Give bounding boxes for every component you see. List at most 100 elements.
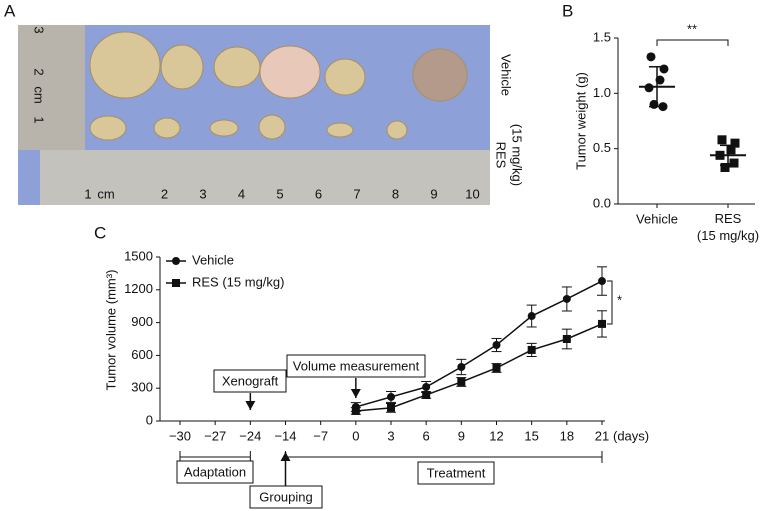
tumor xyxy=(89,115,127,141)
point xyxy=(422,382,431,391)
x-tick-label: −14 xyxy=(274,428,296,443)
dot xyxy=(644,83,654,93)
ruler-number: 2 xyxy=(32,68,47,75)
ruler-number: 3 xyxy=(32,26,47,33)
x-tick-label: Vehicle xyxy=(636,211,678,226)
x-tick-label: −24 xyxy=(239,428,261,443)
ruler xyxy=(40,150,490,205)
dot xyxy=(659,64,669,74)
dot xyxy=(646,52,656,62)
point xyxy=(598,277,606,286)
annotation: Grouping xyxy=(259,489,312,504)
tumor xyxy=(213,46,261,88)
x-tick-label: −27 xyxy=(204,428,226,443)
x-tick-label: 12 xyxy=(489,428,503,443)
ruler-number: 10 xyxy=(465,186,479,201)
point xyxy=(387,392,395,401)
annotation-box xyxy=(213,369,287,393)
annotation: Volume measurement xyxy=(293,358,420,373)
annotation: Xenograft xyxy=(222,373,279,388)
x-unit: (days) xyxy=(613,428,649,443)
point xyxy=(527,345,536,354)
dot xyxy=(729,158,739,168)
series-line xyxy=(355,323,603,412)
ruler-number: 7 xyxy=(353,186,360,201)
y-tick-label: 300 xyxy=(131,380,153,395)
ruler-number: 4 xyxy=(238,186,245,201)
point xyxy=(351,406,360,415)
dot xyxy=(720,162,730,172)
x-tick-label: 21 xyxy=(595,428,609,443)
y-tick-label: 1.5 xyxy=(593,29,611,44)
point xyxy=(492,341,501,350)
x-tick-label: −7 xyxy=(313,428,328,443)
legend-marker xyxy=(172,279,180,287)
y-tick-label: 0.0 xyxy=(593,195,611,210)
tumor xyxy=(386,120,408,140)
arrow-head xyxy=(280,452,291,461)
y-tick-label: 0 xyxy=(146,412,153,427)
ruler-number: 1 xyxy=(32,116,47,123)
ruler-number: 6 xyxy=(315,186,322,201)
annotation: Adaptation xyxy=(184,464,246,479)
ruler-number: 5 xyxy=(276,186,283,201)
x-tick-label: 6 xyxy=(423,428,430,443)
significance: * xyxy=(617,292,622,307)
annotation-box xyxy=(176,460,254,484)
ruler-number: 2 xyxy=(161,186,168,201)
y-tick-label: 600 xyxy=(131,347,153,362)
panel-label: A xyxy=(4,1,16,20)
point xyxy=(387,403,395,412)
ruler-number: 3 xyxy=(199,186,206,201)
point xyxy=(492,363,501,372)
tumor xyxy=(326,122,354,138)
tumor xyxy=(160,44,204,90)
y-tick-label: 0.5 xyxy=(593,140,611,155)
tumor xyxy=(89,31,161,99)
annotation-box xyxy=(286,354,426,378)
annotation-box xyxy=(249,485,323,509)
ruler-number: cm xyxy=(32,86,47,103)
tumor xyxy=(209,119,239,137)
legend-label: RES (15 mg/kg) xyxy=(192,274,284,289)
point xyxy=(527,312,536,321)
significance-bracket xyxy=(607,280,613,325)
y-axis-label: Tumor weight (g) xyxy=(573,72,588,170)
ruler xyxy=(18,25,85,150)
y-tick-label: 1500 xyxy=(124,248,153,263)
significance: ** xyxy=(687,21,697,36)
x-tick-label: 9 xyxy=(458,428,465,443)
point xyxy=(457,362,466,371)
dot xyxy=(726,145,736,155)
point xyxy=(457,377,466,386)
annotation-box xyxy=(417,461,495,485)
tumor xyxy=(412,48,468,102)
arrow-head xyxy=(245,401,256,410)
point xyxy=(562,294,571,303)
legend-label: Vehicle xyxy=(192,252,234,267)
y-tick-label: 1.0 xyxy=(593,85,611,100)
x-tick-label: 0 xyxy=(352,428,359,443)
tumor xyxy=(153,117,181,139)
photo xyxy=(18,25,490,205)
legend-marker xyxy=(172,257,180,265)
dot xyxy=(717,135,727,145)
y-axis-label: Tumor volume (mm³) xyxy=(103,270,118,391)
tumor xyxy=(258,114,286,140)
ruler-number: 1 xyxy=(84,186,91,201)
point xyxy=(562,335,571,343)
row-label: (15 mg/kg) xyxy=(510,124,525,186)
ruler-number: 9 xyxy=(430,186,437,201)
series-line xyxy=(355,280,603,408)
x-tick-label: RES (15 mg/kg) xyxy=(697,211,759,243)
panel-label: C xyxy=(94,223,106,242)
ruler-number: cm xyxy=(97,186,114,201)
significance-bracket xyxy=(656,39,729,46)
x-tick-label: 15 xyxy=(524,428,538,443)
annotation: Treatment xyxy=(427,465,486,480)
point xyxy=(422,390,431,399)
x-tick-label: 18 xyxy=(560,428,574,443)
point xyxy=(598,319,606,328)
x-tick-label: 3 xyxy=(387,428,394,443)
